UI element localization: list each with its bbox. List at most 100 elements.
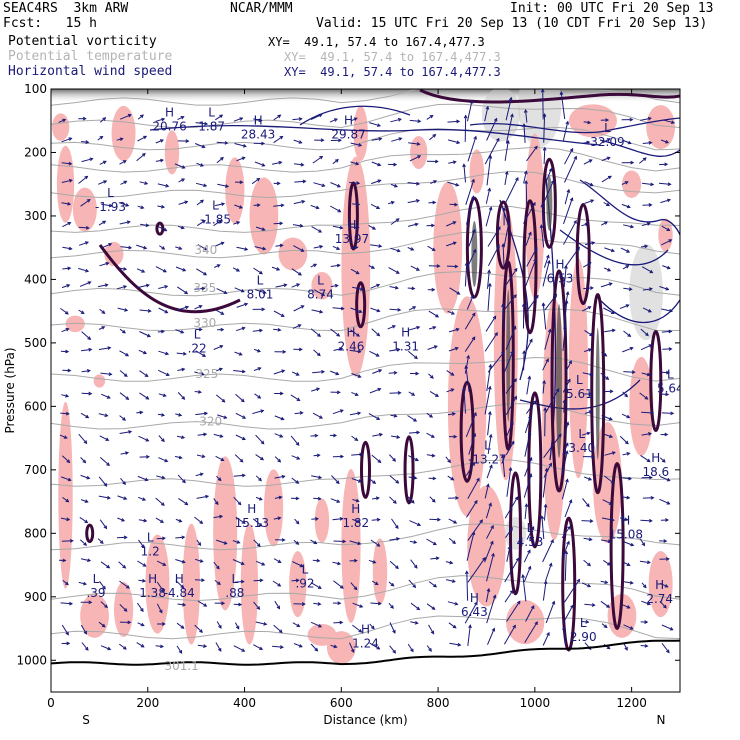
wind-vector-head — [181, 559, 186, 564]
extremum-value-16: 3.40 — [568, 441, 595, 455]
wind-vector — [641, 411, 654, 414]
wind-vector — [487, 270, 490, 289]
wind-vector — [119, 221, 130, 225]
wind-vector — [350, 582, 358, 590]
wind-vector — [310, 582, 322, 589]
wind-vector-head — [513, 294, 517, 298]
wind-vector — [311, 475, 322, 479]
wind-vector-head — [450, 388, 455, 392]
wind-vector-head — [375, 496, 380, 501]
wind-vector — [505, 441, 515, 455]
wind-vector — [623, 624, 634, 630]
wind-vector-head — [181, 535, 186, 540]
y-tick-label: 600 — [24, 399, 47, 413]
y-tick-label: 500 — [24, 336, 47, 350]
wind-vector-head — [532, 400, 537, 405]
wind-vector — [194, 287, 205, 290]
wind-vector — [60, 307, 69, 315]
wind-vector — [58, 119, 66, 123]
wind-vector — [389, 454, 396, 462]
wind-vector-head — [604, 580, 609, 585]
wind-vector — [623, 581, 633, 584]
wind-vector-head — [123, 180, 128, 185]
wind-vector — [448, 518, 457, 524]
wind-vector — [526, 295, 539, 312]
pv-shade-32 — [240, 523, 259, 645]
wind-vector-head — [277, 583, 282, 587]
wind-vector — [542, 581, 547, 601]
wind-vector-head — [510, 113, 514, 118]
wind-vector — [352, 624, 362, 633]
wind-vector-head — [123, 285, 128, 289]
pv-shade-3 — [52, 113, 70, 141]
extremum-value-5: -1.93 — [95, 200, 126, 214]
pv-shade-29 — [145, 534, 170, 634]
wind-vector-head — [125, 203, 130, 207]
wind-vector-head — [376, 205, 381, 209]
wind-vector-head — [377, 601, 382, 606]
pv-shade-11 — [353, 105, 368, 161]
wind-vector — [524, 457, 532, 477]
pv-contour-3 — [522, 199, 538, 335]
pv-core-3 — [595, 327, 600, 460]
wind-vector-head — [631, 370, 636, 374]
wind-vector-head — [546, 254, 550, 259]
wind-vector-head — [165, 183, 170, 188]
wind-vector-head — [609, 434, 614, 438]
wind-vector — [640, 519, 652, 522]
wind-vector-head — [140, 608, 144, 613]
wind-vector-head — [302, 179, 307, 184]
wind-vector-head — [410, 499, 415, 504]
wind-vector-head — [318, 624, 323, 628]
wind-vector — [273, 222, 283, 225]
wind-vector-head — [62, 118, 67, 123]
wind-vector — [583, 287, 593, 290]
wind-vector-head — [85, 414, 90, 419]
wind-vector — [388, 372, 397, 374]
wind-vector — [252, 518, 263, 527]
extremum-marker-29: H — [655, 578, 664, 592]
wind-vector — [430, 557, 439, 560]
wind-vector — [542, 180, 555, 205]
wind-vector — [174, 163, 185, 169]
extremum-marker-28: L — [93, 572, 100, 586]
wind-vector — [158, 350, 169, 355]
wind-vector-head — [390, 582, 395, 587]
wind-vector — [467, 478, 480, 499]
wind-vector-head — [180, 584, 185, 589]
wind-vector — [80, 457, 86, 463]
wind-vector — [194, 558, 203, 563]
wind-vector-head — [452, 540, 456, 545]
wind-vector — [100, 243, 112, 249]
wind-vector-head — [119, 137, 124, 142]
y-tick-label: 800 — [24, 526, 47, 540]
wind-vector-head — [315, 205, 320, 210]
wind-vector-head — [83, 630, 87, 635]
wind-vector-head — [521, 302, 526, 307]
wind-vector — [273, 558, 281, 563]
wind-vector-head — [296, 623, 301, 628]
wind-vector-head — [124, 451, 130, 455]
wind-vector-head — [666, 501, 671, 505]
wind-vector-head — [241, 156, 246, 161]
wind-vector — [274, 600, 280, 609]
wind-vector-head — [646, 601, 651, 606]
wind-vector — [468, 229, 476, 247]
wind-vector-head — [143, 518, 148, 523]
wind-vector — [214, 580, 221, 585]
wind-vector — [177, 392, 185, 400]
pv-shade-21 — [568, 258, 588, 479]
wind-vector — [561, 526, 571, 539]
wind-vector-head — [178, 455, 183, 460]
wind-vector-head — [161, 246, 166, 250]
wind-vector-head — [665, 557, 670, 561]
wind-vector — [524, 258, 537, 287]
wind-vector-head — [665, 392, 670, 397]
wind-vector-head — [462, 163, 466, 168]
wind-vector-head — [185, 139, 190, 143]
wind-vector — [542, 89, 544, 120]
wind-vector — [661, 225, 670, 231]
wind-vector — [426, 538, 437, 546]
wind-vector-head — [648, 287, 653, 291]
wind-vector — [350, 161, 359, 165]
